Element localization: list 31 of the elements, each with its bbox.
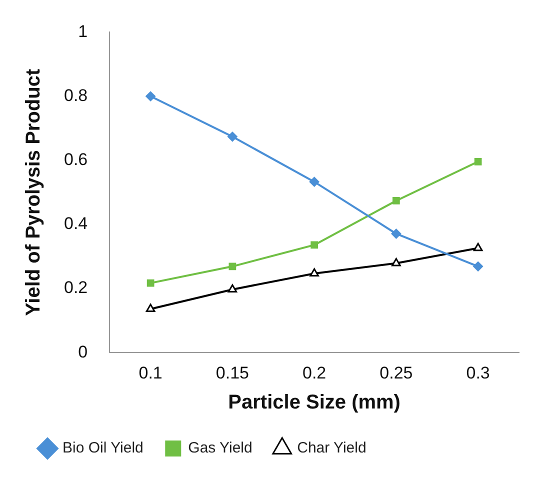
point <box>227 132 238 142</box>
point <box>391 228 402 239</box>
point <box>310 268 319 276</box>
point <box>473 242 483 252</box>
x-tick-label: 0.25 <box>380 363 413 382</box>
y-axis-title: Yield of Pyrolysis Product <box>22 68 45 316</box>
y-tick-label: 0.2 <box>64 278 88 298</box>
x-tick-label: 0.15 <box>216 363 249 382</box>
point <box>146 279 154 287</box>
legend-label: Char Yield <box>297 440 366 457</box>
point <box>392 197 400 204</box>
x-tick-label: 0.2 <box>302 363 326 382</box>
point <box>310 241 318 249</box>
y-tick-label: 1 <box>78 22 88 41</box>
point <box>473 261 484 272</box>
x-tick-label: 0.1 <box>138 363 162 382</box>
legend-label: Gas Yield <box>188 440 252 457</box>
point <box>309 176 320 187</box>
point <box>228 284 238 292</box>
x-tick-label: 0.3 <box>466 363 490 382</box>
y-tick-label: 0.6 <box>64 150 88 170</box>
legend-label: Bio Oil Yield <box>62 440 144 457</box>
y-tick-label: 0.4 <box>64 214 88 234</box>
y-tick-label: 0.8 <box>64 86 88 105</box>
y-tick-label: 0 <box>78 342 88 362</box>
point <box>146 304 156 312</box>
point <box>474 158 482 166</box>
point <box>146 91 156 102</box>
point <box>392 258 401 266</box>
x-axis-title: Particle Size (mm) <box>228 392 400 414</box>
point <box>228 262 236 270</box>
